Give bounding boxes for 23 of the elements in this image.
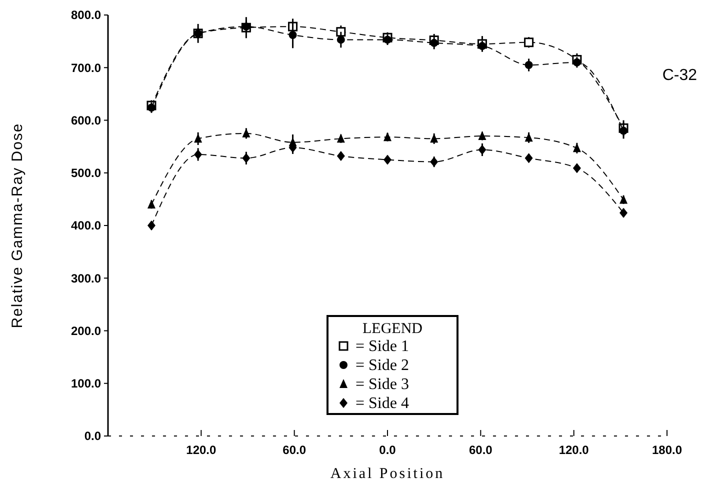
legend-label: = Side 2 <box>356 357 409 374</box>
legend-label: = Side 3 <box>356 376 409 393</box>
y-tick-label: 600.0 <box>70 113 102 128</box>
x-tick-label: 180.0 <box>652 443 682 457</box>
y-tick-label: 300.0 <box>70 271 102 286</box>
x-tick-label: 120.0 <box>558 443 590 457</box>
y-tick-label: 100.0 <box>70 376 102 391</box>
annotation: C-32 <box>662 67 698 84</box>
y-tick-label: 0.0 <box>84 429 102 444</box>
x-tick-label: 60.0 <box>468 443 493 457</box>
x-tick-label: 60.0 <box>282 443 306 457</box>
x-axis-title: Axial Position <box>330 466 445 482</box>
y-tick-label: 800.0 <box>70 8 102 22</box>
x-tick-label: 120.0 <box>186 443 217 457</box>
y-axis-title: Relative Gamma-Ray Dose <box>9 122 26 328</box>
y-tick-label: 400.0 <box>70 218 102 233</box>
y-tick-label: 700.0 <box>70 60 102 75</box>
x-tick-label: 0.0 <box>379 443 396 457</box>
y-tick-label: 200.0 <box>70 324 102 338</box>
legend-label: = Side 1 <box>356 338 409 355</box>
legend-title: LEGEND <box>362 321 423 337</box>
y-tick-label: 500.0 <box>70 166 102 180</box>
legend-label: = Side 4 <box>356 395 409 412</box>
